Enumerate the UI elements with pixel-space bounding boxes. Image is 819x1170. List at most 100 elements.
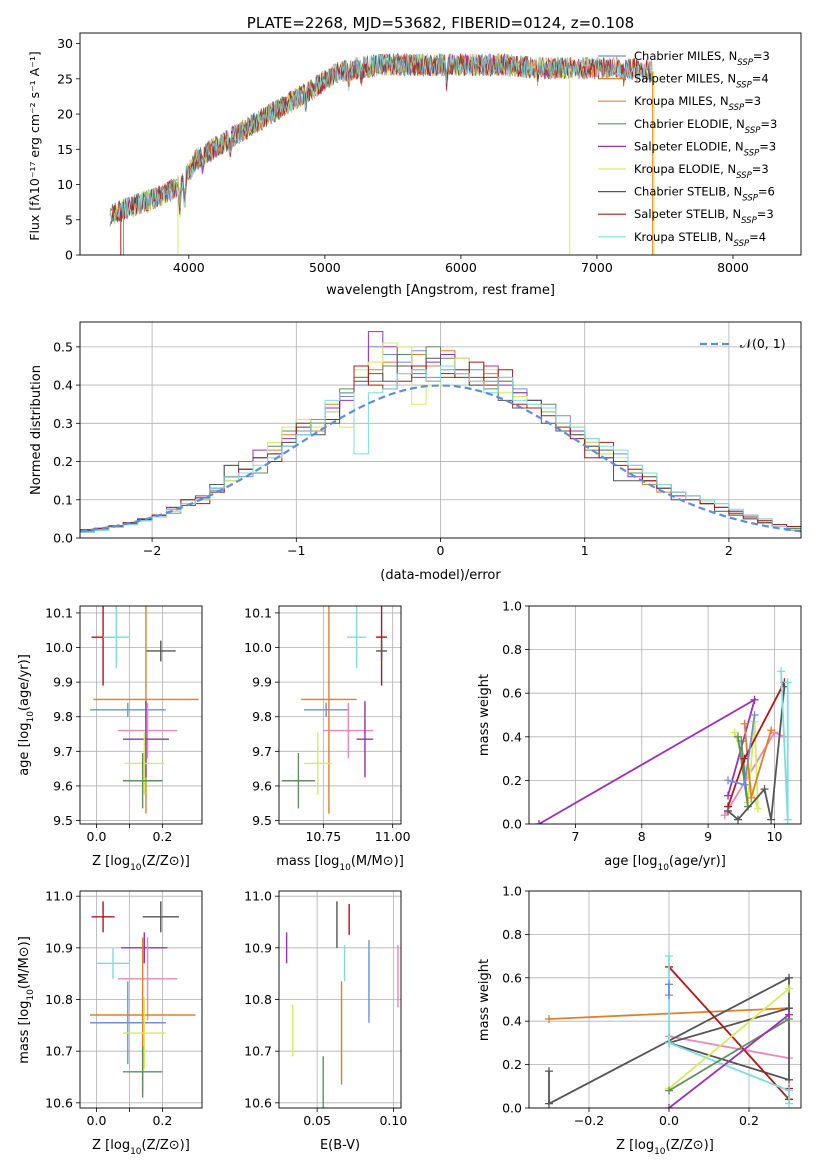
y-tick-label: 0.4: [53, 378, 73, 393]
weight-marker-chabrier_stelib: [733, 815, 742, 824]
ebv_vs_mass-axes-plot-area: [279, 891, 401, 1108]
y-tick-label: 9.6: [53, 778, 73, 793]
y-tick-label: 0.8: [502, 927, 522, 942]
axes-frame: [79, 32, 802, 256]
legend-normal-label: 𝒩(0, 1): [740, 336, 786, 351]
y-tick-label: 0.6: [502, 970, 522, 985]
mass_vs_age-axes-plot-area: [279, 606, 401, 824]
weight-marker-chabrier_elodie: [737, 737, 746, 746]
y-tick-label: 10: [57, 177, 73, 192]
weight-marker-kroupa_elodie: [730, 728, 739, 737]
z-mass-ylabel: mass [log10(M/M⊙)]: [17, 936, 36, 1064]
mass-age-xlabel-sub: 10: [339, 863, 351, 873]
weight-age-ylabel: mass weight: [477, 674, 492, 756]
legend-entry-tail: =4: [749, 230, 766, 244]
weight-marker-chabrier_stelib: [545, 1099, 553, 1108]
y-tick-label: 0.2: [502, 1057, 522, 1072]
axes-frame: [528, 890, 802, 1109]
z-mass-ylabel-sub: 10: [26, 989, 36, 1001]
x-tick-label: 6000: [445, 260, 477, 275]
x-tick-label: 1: [581, 543, 589, 558]
weight-marker-chabrier_stelib: [545, 1067, 553, 1076]
y-tick-label: 15: [57, 142, 73, 157]
spectrum-line-chabrier_stelib: [109, 53, 652, 227]
spectrum-line-salpeter_miles: [111, 53, 653, 221]
weight-age-xlabel-main: age [log: [604, 854, 657, 869]
spectrum-line-salpeter_stelib: [111, 52, 652, 221]
y-tick-label: 0.5: [53, 339, 73, 354]
weight-age-xlabel-sub: 10: [657, 863, 669, 873]
legend-entry-sub: SSP: [745, 126, 761, 136]
spectrum-line-kroupa_stelib: [113, 53, 652, 224]
y-tick-label: 0.2: [502, 773, 522, 788]
y-tick-label: 10.9: [244, 940, 272, 955]
z-age-ylabel-sub: 10: [26, 711, 36, 723]
weight-z-xlabel-main: Z [log: [616, 1138, 654, 1153]
weight-marker-chabrier_stelib: [760, 785, 769, 794]
weight-line-kroupa_stelib: [668, 956, 790, 1104]
x-tick-label: 11.00: [375, 829, 411, 844]
weight-marker-kroupa_stelib: [785, 1086, 793, 1095]
y-tick-label: 9.6: [252, 778, 272, 793]
z-mass-ylabel-main: mass [log: [17, 1001, 32, 1064]
weight-marker-salpeter_miles: [545, 1015, 553, 1024]
weight-marker-chabrier_miles: [750, 711, 759, 719]
legend-entry-main: Chabrier STELIB, N: [634, 185, 742, 199]
mass_vs_age-axes: 10.75 11.00 9.5 9.6 9.7 9.8 9.9 10.0 10.1: [244, 605, 411, 844]
z-age-xlabel-tail: (Z/Z⊙)]: [142, 854, 190, 869]
x-tick-label: 7: [571, 829, 579, 844]
z_vs_mass-axes: 0.0 0.2 10.6 10.7 10.8 10.9 11.0: [45, 889, 203, 1128]
y-tick-label: 9.9: [53, 675, 73, 690]
spectrum-axes: 4000 5000 6000 7000 8000 0 5 10 15 20 25 30: [57, 32, 802, 275]
legend-entry-sub: SSP: [741, 216, 757, 226]
residuals-axes: −2 −1 0 1 2 0.0 0.1 0.2 0.3 0.4 0.5: [53, 321, 802, 558]
weight-age-xlabel: age [log10(age/yr)]: [604, 854, 726, 873]
legend-entry: Salpeter ELODIE, NSSP=3: [634, 139, 776, 158]
x-tick-label: 0.2: [739, 1113, 759, 1128]
mass-age-xlabel-tail: (M/M⊙)]: [351, 854, 404, 869]
weight-marker-salpeter_elodie: [750, 695, 759, 704]
y-tick-label: 0.0: [53, 531, 73, 546]
y-tick-label: 0.8: [502, 642, 522, 657]
weight-marker-salpeter_elodie: [785, 1010, 793, 1019]
y-tick-label: 10.1: [45, 605, 73, 620]
x-tick-label: 7000: [581, 260, 613, 275]
z-age-xlabel-sub: 10: [130, 863, 142, 873]
x-tick-label: 0: [437, 543, 445, 558]
ebv-xlabel: E(B-V): [320, 1138, 360, 1153]
y-tick-label: 10.1: [244, 605, 272, 620]
x-tick-label: −1: [287, 543, 305, 558]
y-tick-label: 9.5: [53, 813, 73, 828]
y-tick-label: 11.0: [45, 889, 73, 904]
y-tick-label: 0.6: [502, 686, 522, 701]
legend-entry: Kroupa STELIB, NSSP=4: [634, 230, 766, 249]
legend-entry-sub: SSP: [729, 103, 745, 113]
ebv_vs_mass-axes: 0.05 0.10 10.6 10.7 10.8 10.9 11.0: [244, 889, 407, 1128]
weight-z-xlabel-sub: 10: [654, 1147, 666, 1157]
legend-entry: Salpeter MILES, NSSP=4: [634, 72, 769, 91]
weight-marker-kroupa_stelib: [665, 952, 673, 961]
y-tick-label: 0.1: [53, 492, 73, 507]
z-age-xlabel: Z [log10(Z/Z⊙)]: [92, 854, 190, 873]
y-tick-label: 10.9: [45, 940, 73, 955]
legend-entry-tail: =4: [752, 72, 769, 86]
y-tick-label: 9.7: [252, 744, 272, 759]
legend-entry-main: Salpeter MILES, N: [634, 72, 736, 86]
mass_weight_age-axes: 7 8 9 10 0.0 0.2 0.4 0.6 0.8 1.0: [502, 599, 802, 844]
residuals-axes-plot-area: [80, 322, 801, 538]
weight-line-salpeter_elodie: [538, 697, 757, 824]
legend-entry: Salpeter STELIB, NSSP=3: [634, 207, 774, 226]
weight-marker-salpeter_stelib: [740, 754, 749, 763]
legend-entry-tail: =3: [752, 162, 769, 176]
z_vs_age-axes: 0.0 0.2 9.5 9.6 9.7 9.8 9.9 10.0 10.1: [45, 605, 203, 844]
legend-entry-main: Chabrier ELODIE, N: [634, 117, 745, 131]
z_vs_mass-axes-plot-area: [80, 891, 202, 1108]
spectrum-line-kroupa_miles: [113, 53, 654, 225]
weight-marker-salpeter_miles: [740, 719, 749, 728]
x-tick-label: −2: [143, 543, 161, 558]
weight-z-xlabel: Z [log10(Z/Z⊙)]: [616, 1138, 714, 1157]
legend-entry: Kroupa MILES, NSSP=3: [634, 94, 761, 113]
legend-entry-tail: =6: [758, 185, 775, 199]
legend-entry: Kroupa ELODIE, NSSP=3: [634, 162, 769, 181]
